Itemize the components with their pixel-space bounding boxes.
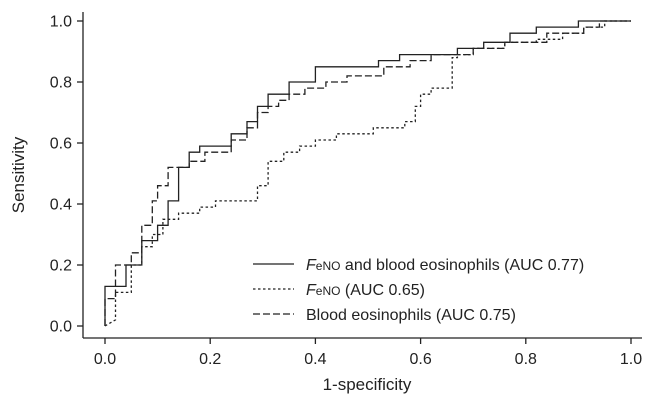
y-tick-label: 1.0	[50, 14, 72, 31]
series-line-2	[104, 20, 631, 327]
chart-axes: 0.0 0.2 0.4 0.6 0.8 1.0 0.0 0.2 0.4 0.6 0.8 1.0	[50, 12, 642, 368]
y-tick-label: 0.2	[50, 258, 72, 275]
y-tick-label: 0.0	[50, 319, 72, 336]
chart-legend: FeNO and blood eosinophils (AUC 0.77) FeN…	[253, 257, 584, 324]
series-line-1	[104, 20, 631, 326]
x-tick-label: 0.4	[304, 351, 326, 368]
y-tick-label: 0.4	[50, 197, 72, 214]
x-tick-label: 0.0	[94, 351, 116, 368]
series-line-3	[104, 20, 631, 326]
y-tick-label: 0.6	[50, 136, 72, 153]
legend-label-1: FeNO and blood eosinophils (AUC 0.77)	[306, 257, 584, 274]
y-tick-label: 0.8	[50, 75, 72, 92]
x-tick-label: 0.2	[199, 351, 221, 368]
legend-label-3: Blood eosinophils (AUC 0.75)	[306, 307, 516, 324]
x-tick-label: 0.6	[409, 351, 431, 368]
x-axis-title: 1-specificity	[323, 375, 412, 394]
x-tick-label: 1.0	[620, 351, 642, 368]
legend-label-2: FeNO (AUC 0.65)	[306, 282, 425, 299]
x-tick-label: 0.8	[515, 351, 537, 368]
chart-series	[104, 20, 631, 327]
y-axis-title: Sensitivity	[9, 136, 28, 213]
